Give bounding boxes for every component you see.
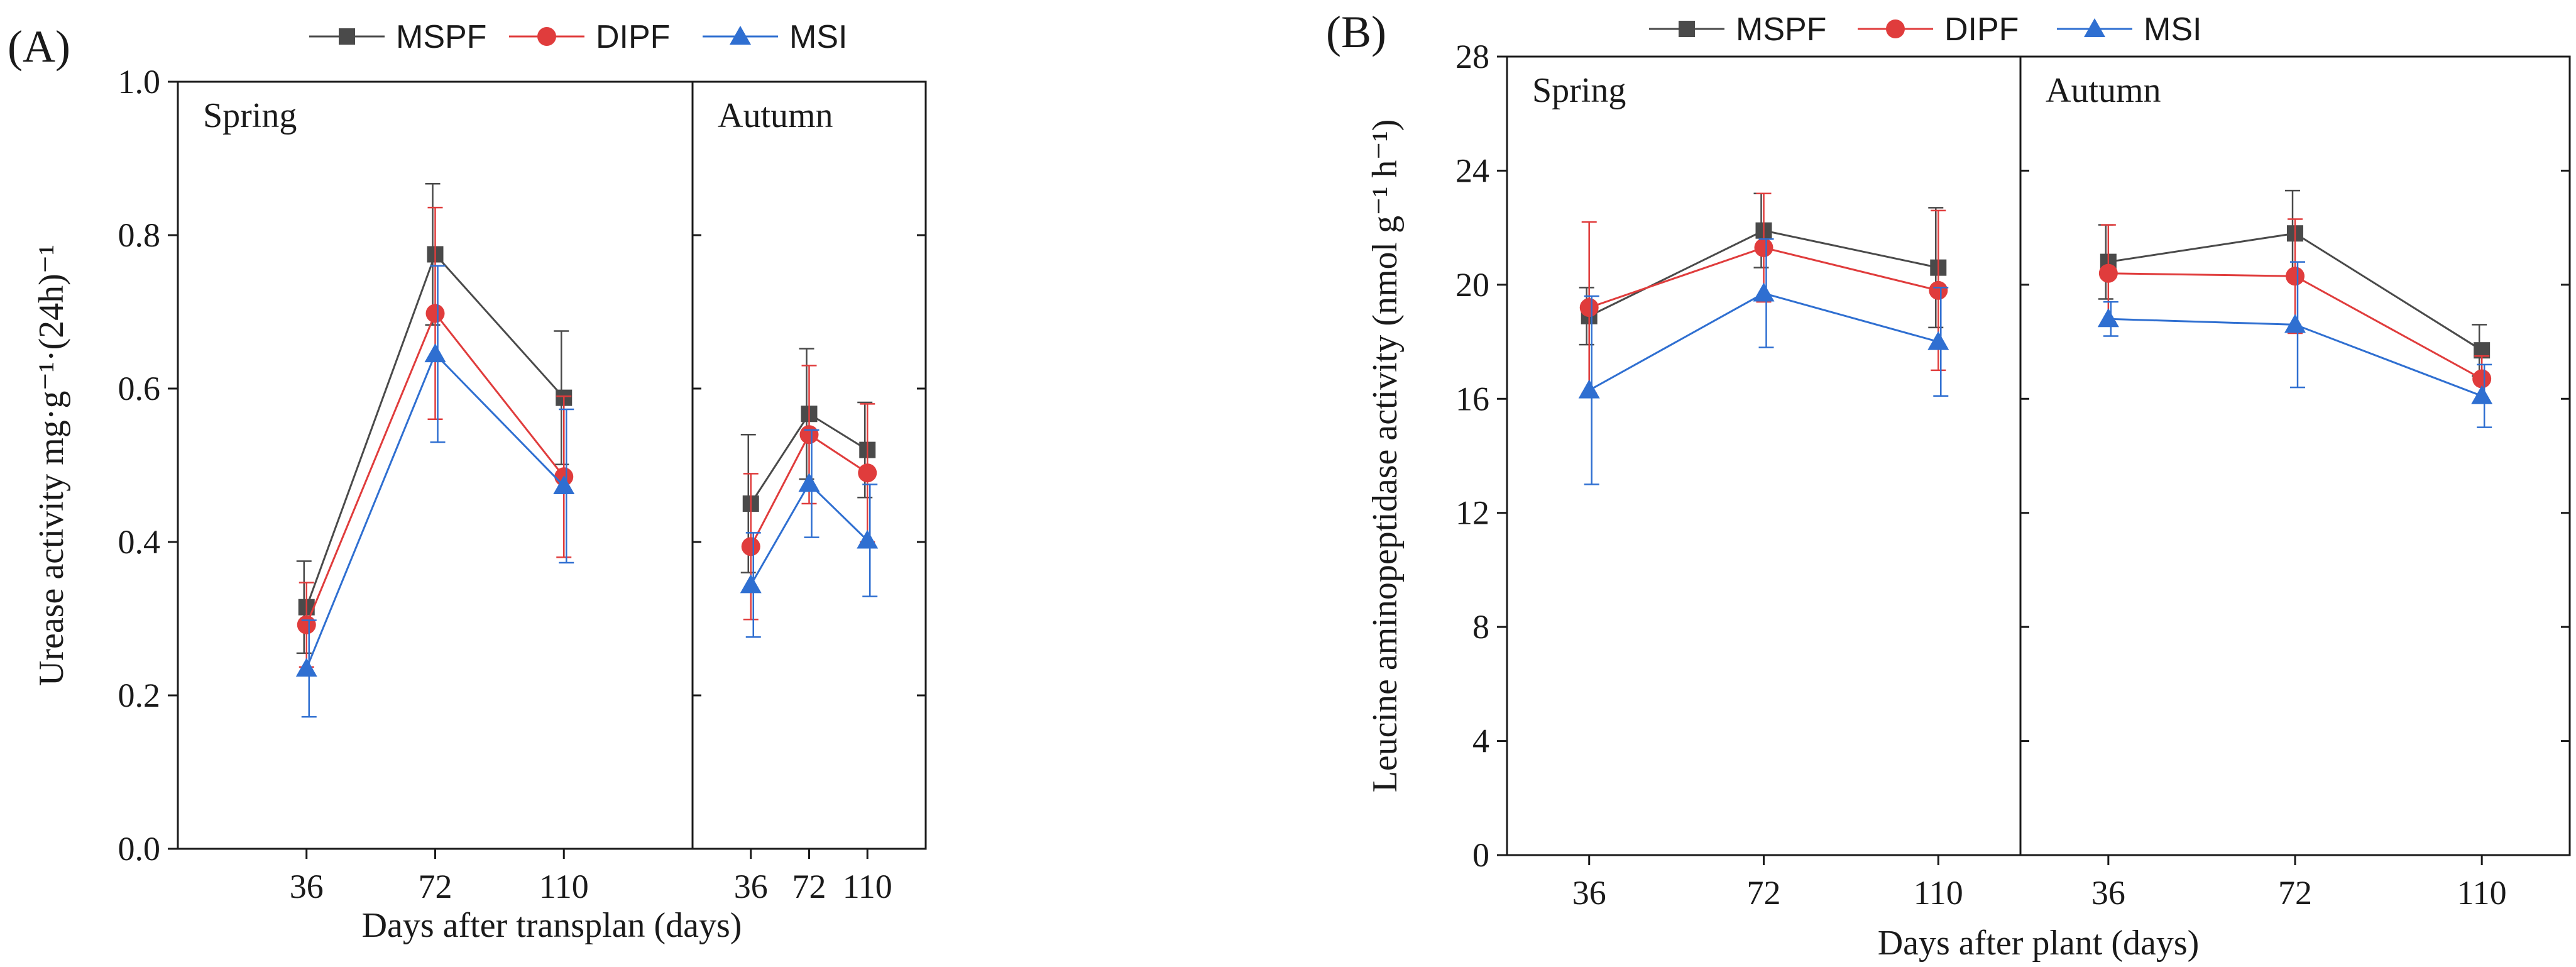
- panel-b-panel-label: (B): [1326, 7, 1386, 57]
- panel-b-y-tick-label: 16: [1455, 380, 1489, 417]
- panel-a-data-point: [741, 537, 760, 556]
- panel-a-y-tick-label: 0.8: [118, 216, 161, 254]
- panel-a: 0.0 0.2 0.4 0.6 0.8 1.0 Spring 36 72 110 Autumn 36 7…: [8, 19, 927, 945]
- panel-b-facet-spring: Spring 36 72 110: [1532, 71, 1963, 912]
- panel-b-y-tick-label: 4: [1472, 722, 1489, 760]
- panel-b-x-tick-label: 72: [2278, 874, 2312, 912]
- panel-b-x-tick-label: 72: [1747, 874, 1781, 912]
- panel-b-facet-label: Spring: [1532, 71, 1626, 110]
- panel-a-plot-frame: [177, 80, 927, 850]
- panel-a-y-tick-label: 0.4: [118, 523, 161, 561]
- panel-b-y-tick-label: 8: [1472, 608, 1489, 646]
- panel-a-facet-label: Autumn: [718, 96, 833, 135]
- panel-a-legend-marker: [537, 27, 556, 46]
- panel-b-data-point: [1927, 331, 1949, 350]
- panel-b-facet-autumn: Autumn 36 72 110: [2046, 71, 2507, 912]
- panel-b-x-tick-label: 36: [1572, 874, 1606, 912]
- panel-a-data-point: [297, 615, 316, 634]
- panel-a-series-msi: [295, 265, 575, 718]
- panel-a-data-point: [799, 425, 819, 445]
- panel-a-data-point: [740, 574, 762, 594]
- panel-b-x-tick-label: 36: [2091, 874, 2125, 912]
- panel-b-data-point: [2284, 314, 2306, 333]
- panel-b-y-tick-label: 28: [1455, 38, 1489, 75]
- panel-b-plot-frame: [1506, 55, 2571, 856]
- panel-a-x-tick-label: 110: [539, 868, 589, 905]
- panel-b-legend-label: MSPF: [1736, 11, 1826, 48]
- panel-b-y-tick-label: 24: [1455, 152, 1489, 189]
- panel-b-data-point: [1754, 238, 1773, 257]
- panel-a-data-point: [425, 304, 445, 323]
- panel-a-facet-label: Spring: [203, 96, 297, 135]
- panel-a-series-mspf: [740, 348, 876, 574]
- panel-a-x-tick-label: 110: [843, 868, 892, 905]
- panel-b-legend-marker: [1679, 21, 1695, 37]
- panel-a-series-msi: [740, 429, 879, 638]
- panel-a-facet-spring: Spring 36 72 110: [203, 96, 589, 905]
- panel-b-data-point: [1579, 298, 1599, 318]
- panel-a-legend-marker: [339, 28, 355, 45]
- panel-a-data-point: [798, 473, 820, 492]
- panel-b-data-point: [1753, 282, 1775, 302]
- panel-a-x-tick-label: 72: [792, 868, 826, 905]
- panel-b-data-point: [2286, 267, 2305, 286]
- panel-a-data-point: [295, 658, 317, 677]
- panel-a-data-point: [553, 475, 575, 494]
- panel-b-data-point: [2471, 385, 2493, 404]
- panel-a-x-tick-label: 36: [734, 868, 768, 905]
- panel-a-legend-label: DIPF: [596, 19, 670, 55]
- panel-b-legend-marker: [1886, 19, 1905, 38]
- panel-a-facet-autumn: Autumn 36 72 110: [718, 96, 892, 905]
- panel-b-y-tick-label: 0: [1472, 836, 1489, 874]
- panel-a-y-tick-label: 0.0: [118, 830, 161, 868]
- panel-b-legend-label: DIPF: [1944, 11, 2019, 48]
- panel-a-data-point: [857, 529, 879, 549]
- panel-b-series-msi: [1578, 238, 1949, 485]
- panel-a-legend-label: MSPF: [396, 19, 486, 55]
- panel-b-data-point: [2472, 369, 2492, 389]
- panel-b-data-point: [1578, 379, 1600, 399]
- panel-b-y-tick-label: 12: [1455, 494, 1489, 532]
- panel-a-data-point: [858, 463, 877, 483]
- panel-a-y-axis-title: Urease activity mg·g⁻¹·(24h)⁻¹: [32, 245, 71, 686]
- panel-b-series-dipf: [2098, 218, 2492, 403]
- panel-b-data-point: [2097, 308, 2119, 328]
- panel-b-y-axis-title: Leucine aminopeptidase activity (nmol g⁻…: [1366, 119, 1405, 793]
- panel-b-series-msi: [2097, 261, 2493, 428]
- panel-b-facet-label: Autumn: [2046, 71, 2161, 110]
- panel-a-series-dipf: [297, 206, 574, 668]
- panel-a-x-tick-label: 72: [419, 868, 452, 905]
- panel-a-series-dipf: [741, 365, 877, 621]
- panel-b-series-mspf: [1579, 192, 1947, 346]
- panel-a-panel-label: (A): [8, 21, 70, 72]
- panel-b-series-line: [1588, 292, 1939, 391]
- panel-b-legend: MSPF DIPF MSI: [1649, 11, 2201, 48]
- panel-a-y-tick-label: 1.0: [118, 63, 161, 101]
- panel-a-y-tick-label: 0.6: [118, 370, 161, 407]
- panel-a-x-tick-label: 36: [290, 868, 324, 905]
- panel-a-legend-marker: [730, 26, 751, 45]
- panel-a-y-tick-label: 0.2: [118, 677, 161, 714]
- panel-b-legend-marker: [2084, 18, 2105, 37]
- panel-a-legend: MSPF DIPF MSI: [309, 19, 847, 55]
- panel-b-data-point: [1929, 280, 1948, 300]
- panel-a-x-axis-title: Days after transplan (days): [362, 906, 742, 945]
- panel-b-x-tick-label: 110: [2457, 874, 2507, 912]
- panel-a-data-point: [424, 343, 446, 363]
- panel-b-x-axis-title: Days after plant (days): [1878, 924, 2200, 963]
- panel-b-y-tick-label: 20: [1455, 266, 1489, 304]
- panel-b-data-point: [2098, 263, 2118, 283]
- panel-a-legend-label: MSI: [789, 19, 847, 55]
- panel-b: 0 4 8 12 16 20 24 28 Spring 36 72 110 Autumn 36 72 110 D…: [1326, 7, 2571, 963]
- panel-b-legend-label: MSI: [2144, 11, 2201, 48]
- panel-b-x-tick-label: 110: [1914, 874, 1963, 912]
